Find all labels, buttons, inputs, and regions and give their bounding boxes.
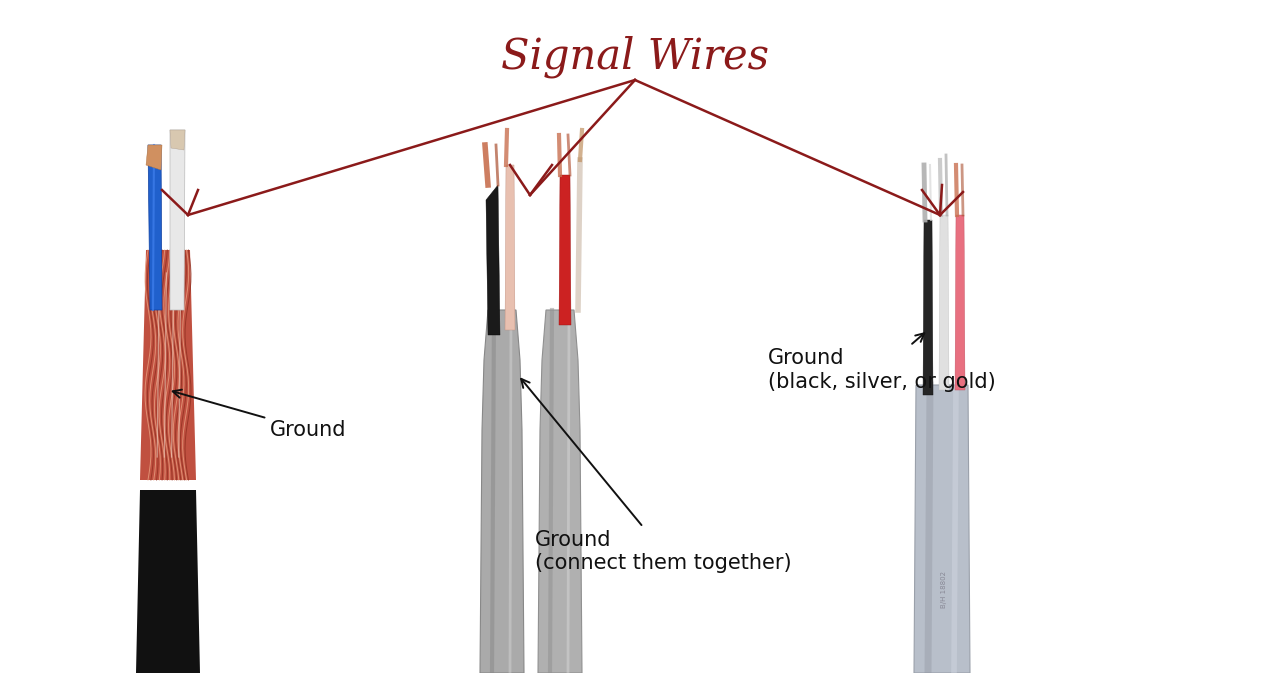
- Text: B/H 18802: B/H 18802: [941, 571, 947, 608]
- Polygon shape: [146, 145, 163, 170]
- Polygon shape: [914, 385, 970, 673]
- Text: Ground
(connect them together): Ground (connect them together): [521, 379, 791, 573]
- Text: Ground
(black, silver, or gold): Ground (black, silver, or gold): [768, 333, 996, 392]
- Polygon shape: [170, 130, 186, 310]
- Polygon shape: [940, 215, 948, 390]
- Polygon shape: [480, 310, 524, 673]
- Polygon shape: [136, 490, 200, 673]
- Polygon shape: [148, 145, 163, 310]
- Polygon shape: [506, 165, 515, 330]
- Text: Signal Wires: Signal Wires: [500, 35, 769, 77]
- Polygon shape: [923, 220, 933, 395]
- Polygon shape: [559, 175, 571, 325]
- Polygon shape: [170, 130, 186, 150]
- Polygon shape: [486, 185, 500, 335]
- Polygon shape: [140, 250, 196, 480]
- Polygon shape: [955, 215, 965, 390]
- Text: Ground: Ground: [173, 390, 347, 440]
- Polygon shape: [538, 310, 582, 673]
